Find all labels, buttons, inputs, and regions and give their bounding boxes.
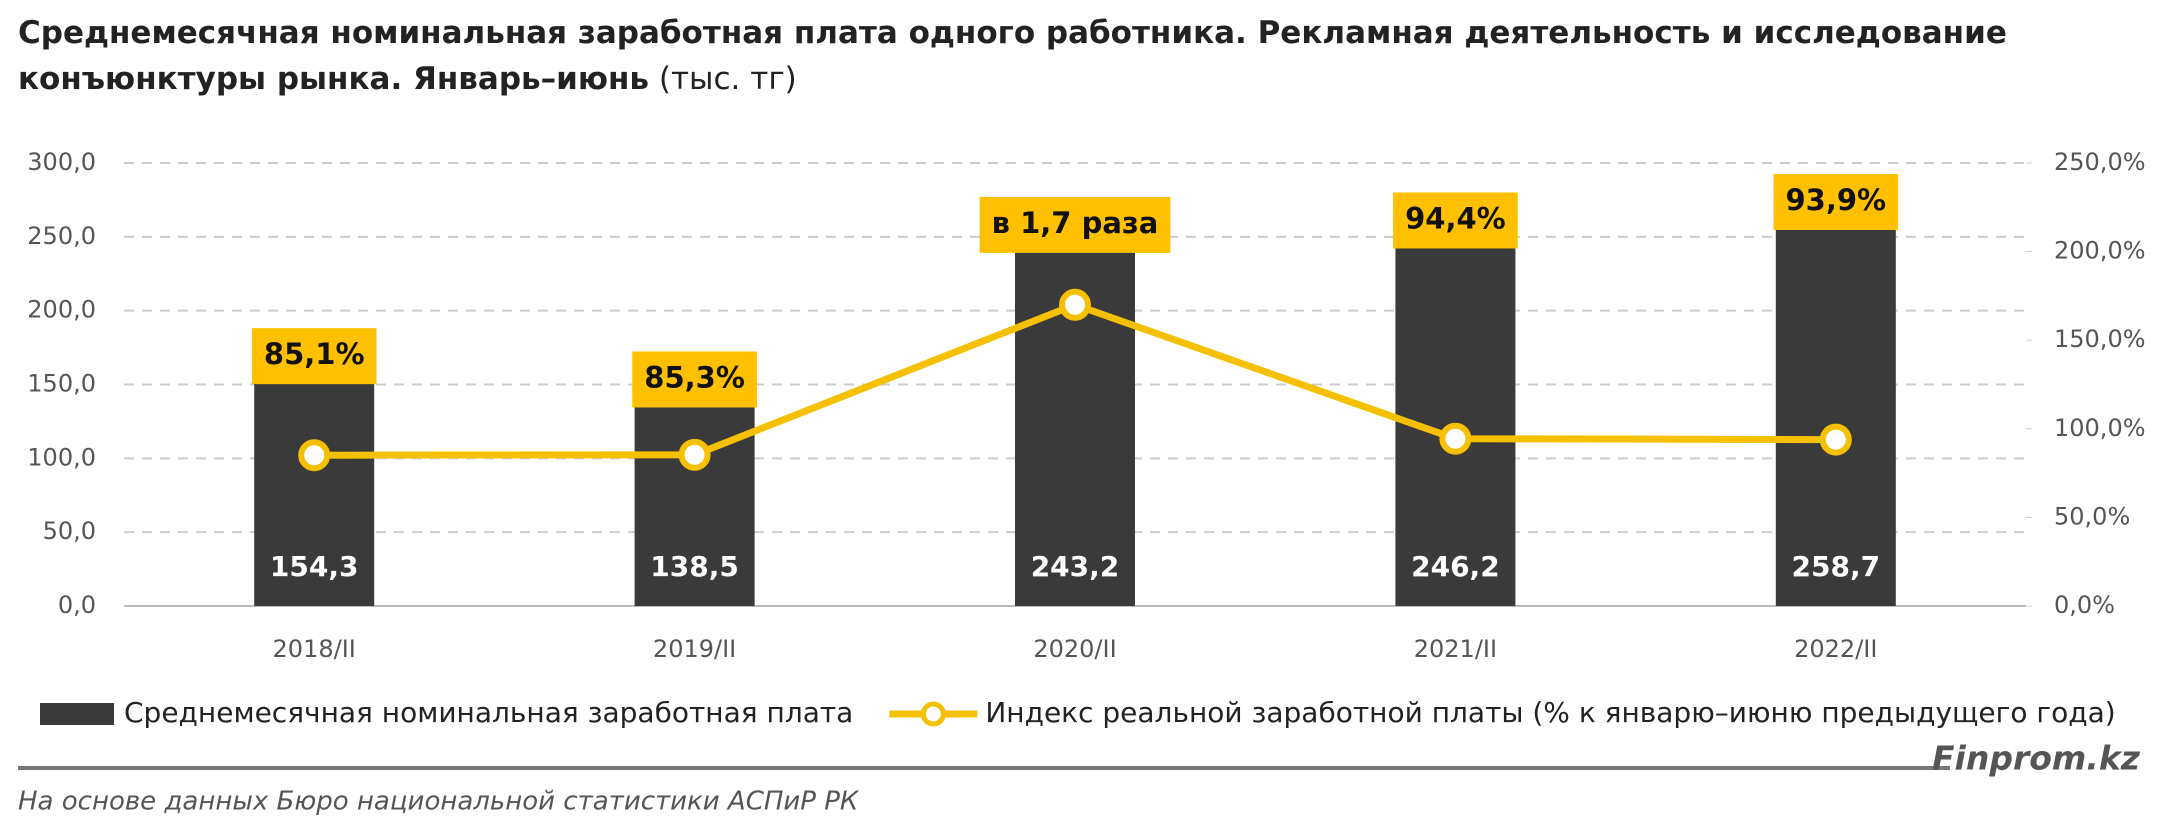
y2-tick-label: 0,0% — [2054, 591, 2115, 619]
bar-value-label: 138,5 — [650, 550, 739, 583]
y-tick-label: 100,0 — [27, 443, 96, 471]
label-box — [979, 196, 1171, 253]
y-tick-label: 300,0 — [27, 148, 96, 176]
y2-tick-label: 50,0% — [2054, 502, 2130, 530]
line-marker — [1439, 422, 1472, 455]
line-marker — [678, 438, 711, 471]
title-unit: (тыс. тг) — [658, 61, 797, 97]
bar — [254, 378, 375, 606]
bar-value-label: 154,3 — [270, 550, 359, 583]
y-tick-label: 250,0 — [27, 222, 96, 250]
x-tick-label: 2018/II — [273, 635, 356, 663]
bar-value-label: 243,2 — [1031, 550, 1120, 583]
title-block: Среднемесячная номинальная заработная пл… — [18, 10, 2138, 102]
line-value-label: 85,1% — [264, 337, 365, 371]
bar-value-label: 246,2 — [1411, 550, 1500, 583]
bar — [1775, 223, 1896, 606]
line-value-label: 93,9% — [1785, 183, 1886, 217]
label-box — [632, 351, 757, 408]
y-tick-label: 0,0 — [58, 591, 96, 619]
legend-label: Индекс реальной заработной платы (% к ян… — [985, 696, 2115, 729]
line-value-label: 85,3% — [644, 360, 745, 394]
legend-label: Среднемесячная номинальная заработная пл… — [124, 696, 853, 729]
legend-marker — [920, 701, 946, 727]
x-tick-label: 2022/II — [1794, 635, 1877, 663]
x-tick-label: 2020/II — [1033, 635, 1116, 663]
y2-tick-label: 100,0% — [2054, 414, 2146, 442]
bar-value-label: 258,7 — [1792, 550, 1881, 583]
y2-tick-label: 200,0% — [2054, 237, 2146, 265]
line-value-label: в 1,7 раза — [992, 206, 1159, 240]
y2-tick-label: 150,0% — [2054, 325, 2146, 353]
line-marker — [298, 439, 331, 472]
y2-tick-label: 250,0% — [2054, 148, 2146, 176]
label-box — [1773, 173, 1899, 230]
line-marker — [1819, 423, 1852, 456]
y-tick-label: 200,0 — [27, 296, 96, 324]
chart-title: Среднемесячная номинальная заработная пл… — [18, 15, 2007, 97]
source: На основе данных Бюро национальной стати… — [18, 787, 860, 817]
x-tick-label: 2019/II — [653, 635, 736, 663]
legend-swatch — [40, 703, 114, 725]
brand: Finprom.kz — [1932, 739, 2141, 778]
y-tick-label: 50,0 — [43, 517, 96, 545]
y-tick-label: 150,0 — [27, 370, 96, 398]
label-box — [251, 328, 377, 385]
label-box — [1393, 192, 1518, 249]
line-marker — [1059, 288, 1091, 321]
line-value-label: 94,4% — [1405, 201, 1506, 235]
x-tick-label: 2021/II — [1414, 635, 1497, 663]
